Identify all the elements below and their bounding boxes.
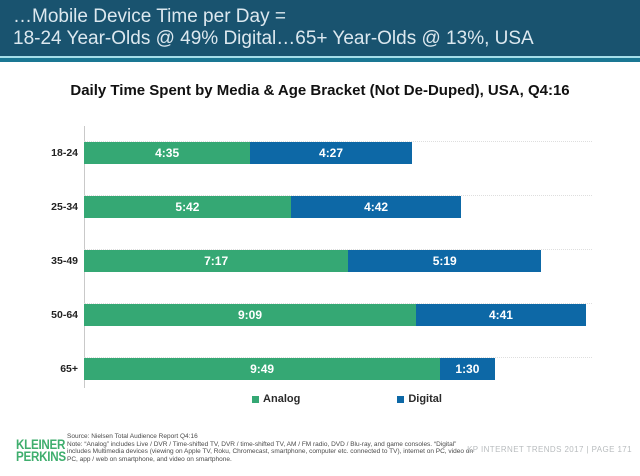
bar-row: 25-34 5:42 4:42 <box>0 196 640 218</box>
category-label: 65+ <box>60 363 78 375</box>
header-title-line2: 18-24 Year-Olds @ 49% Digital…65+ Year-O… <box>13 28 534 49</box>
source-line: Source: Nielsen Total Audience Report Q4… <box>67 433 198 440</box>
analog-segment: 9:49 <box>84 358 441 380</box>
logo-line1: KLEINER <box>16 437 66 452</box>
bar-row: 50-64 9:09 4:41 <box>0 304 640 326</box>
digital-segment: 1:30 <box>440 358 495 380</box>
category-label: 35-49 <box>51 255 78 267</box>
row-gridline <box>84 303 592 304</box>
chart-legend: Analog Digital <box>54 393 640 405</box>
bar-row: 35-49 7:17 5:19 <box>0 250 640 272</box>
bar-row: 18-24 4:35 4:27 <box>0 142 640 164</box>
digital-swatch-icon <box>397 395 405 403</box>
legend-label-digital: Digital <box>408 393 442 405</box>
row-gridline <box>84 195 592 196</box>
slide-header: …Mobile Device Time per Day = 18-24 Year… <box>0 0 640 56</box>
chart-title: Daily Time Spent by Media & Age Bracket … <box>70 82 570 99</box>
analog-segment: 7:17 <box>84 250 349 272</box>
kleiner-perkins-logo: KLEINER PERKINS <box>16 437 66 464</box>
header-accent-light <box>0 56 640 58</box>
logo-line2: PERKINS <box>16 449 66 464</box>
header-accent-teal <box>0 58 640 62</box>
digital-segment: 4:41 <box>416 304 586 326</box>
digital-segment: 5:19 <box>348 250 542 272</box>
legend-item-digital: Digital <box>397 393 442 405</box>
page-footer-right: KP INTERNET TRENDS 2017 | PAGE 171 <box>467 445 632 454</box>
digital-segment: 4:42 <box>290 196 462 218</box>
category-label: 50-64 <box>51 309 78 321</box>
header-title-line1: …Mobile Device Time per Day = <box>13 6 286 27</box>
analog-segment: 9:09 <box>84 304 416 326</box>
category-label: 18-24 <box>51 147 78 159</box>
note-line: Note: “Analog” includes Live / DVR / Tim… <box>67 440 473 463</box>
analog-segment: 4:35 <box>84 142 251 164</box>
row-gridline <box>84 357 592 358</box>
analog-swatch-icon <box>252 395 260 403</box>
row-gridline <box>84 141 592 142</box>
category-label: 25-34 <box>51 201 78 213</box>
legend-item-analog: Analog <box>252 393 300 405</box>
source-note: Source: Nielsen Total Audience Report Q4… <box>67 433 475 463</box>
row-gridline <box>84 249 592 250</box>
bar-row: 65+ 9:49 1:30 <box>0 358 640 380</box>
analog-segment: 5:42 <box>84 196 291 218</box>
digital-segment: 4:27 <box>250 142 412 164</box>
legend-label-analog: Analog <box>263 393 301 405</box>
